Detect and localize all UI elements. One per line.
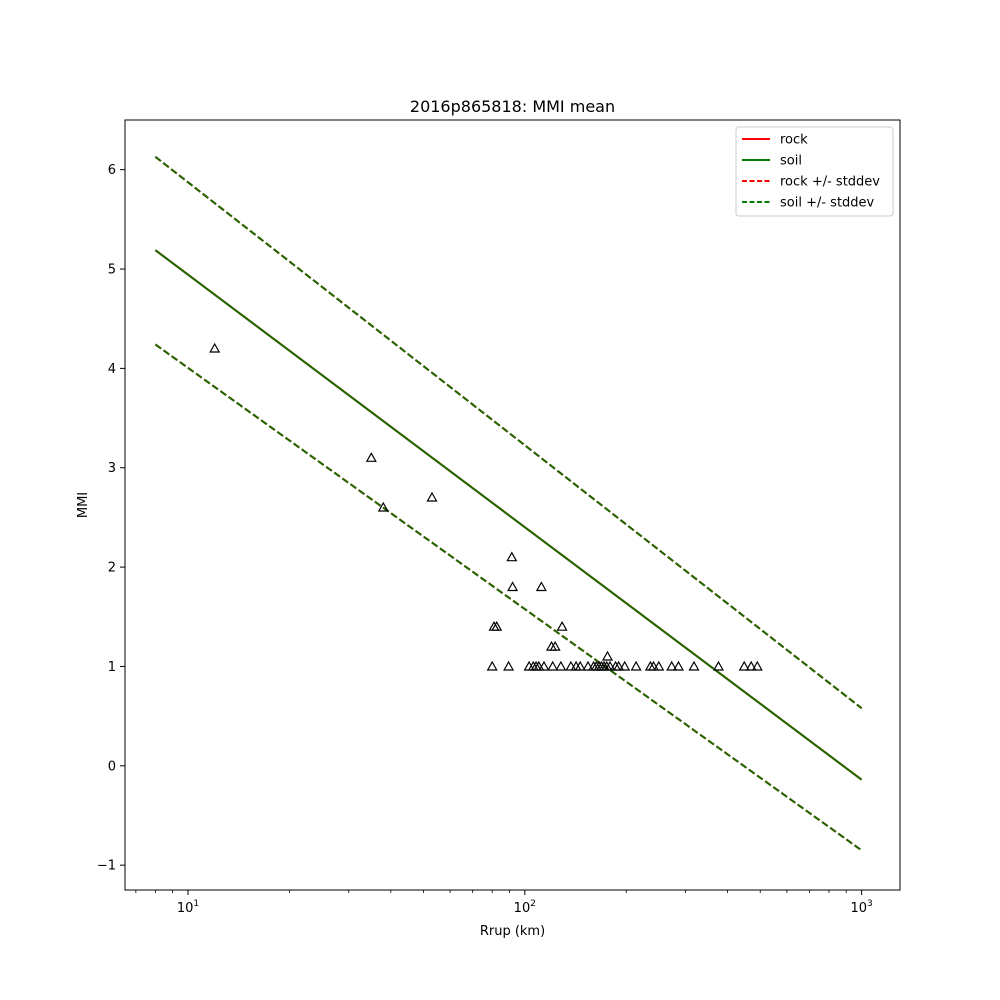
observation-point	[601, 650, 614, 661]
observation-point	[653, 660, 665, 671]
line-soil-stddev-5	[154, 343, 863, 852]
x-tick-label-exponent: 2	[530, 899, 536, 909]
observation-point	[491, 620, 503, 631]
x-tick-label-base: 10	[177, 901, 194, 916]
legend-label-rock-stddev: rock +/- stddev	[780, 175, 880, 190]
x-tick-label-base: 10	[514, 901, 531, 916]
x-tick-label: 102	[514, 899, 536, 916]
plot-area	[154, 156, 863, 852]
observation-point	[613, 660, 625, 671]
observation-point	[535, 581, 547, 592]
y-axis: −1 0 1 2 3 4 5 6	[97, 163, 125, 874]
x-tick-label: 101	[177, 899, 199, 916]
legend-label-soil: soil	[780, 154, 802, 169]
series-lines	[154, 156, 863, 852]
legend-box	[735, 126, 894, 217]
observation-point	[647, 660, 660, 671]
line-soil-stddev-4	[154, 156, 863, 709]
observation-point	[672, 660, 685, 671]
observation-point	[426, 491, 438, 502]
axes-frame	[124, 119, 901, 891]
legend-label-soil-stddev: soil +/- stddev	[780, 196, 875, 211]
observation-point	[486, 660, 498, 671]
observation-point	[507, 581, 519, 592]
x-tick-label-base: 10	[850, 901, 867, 916]
observation-point	[666, 660, 678, 671]
observation-point	[209, 342, 221, 353]
observation-markers	[209, 342, 763, 671]
observation-point	[506, 551, 518, 562]
observation-point	[547, 660, 559, 671]
observation-point	[365, 452, 377, 462]
x-tick-label: 103	[850, 899, 872, 916]
observation-point	[565, 660, 577, 671]
observation-point	[556, 620, 568, 631]
x-axis: 101 102 103	[135, 890, 873, 916]
x-axis-label: Rrup (km)	[480, 924, 545, 939]
observation-point	[549, 640, 561, 651]
observation-point	[751, 660, 763, 671]
observation-point	[712, 660, 725, 671]
y-tick-label: 3	[108, 461, 116, 476]
observation-point	[533, 660, 545, 671]
observation-point	[555, 660, 567, 671]
y-tick-label: 0	[108, 759, 116, 774]
x-tick-label-exponent: 3	[867, 899, 873, 909]
y-tick-label: 6	[108, 163, 116, 178]
y-axis-label: MMI	[76, 492, 91, 518]
observation-point	[630, 660, 642, 671]
observation-point	[377, 501, 389, 512]
legend-label-rock: rock	[780, 133, 808, 148]
x-tick-label-exponent: 1	[193, 899, 199, 909]
observation-point	[688, 660, 700, 671]
observation-point	[574, 660, 586, 671]
observation-point	[503, 660, 515, 671]
observation-point	[745, 660, 757, 671]
line-soil-1	[154, 249, 863, 781]
observation-point	[619, 660, 631, 671]
observation-point	[582, 660, 594, 671]
y-tick-label: 1	[108, 660, 116, 675]
observation-point	[604, 660, 616, 671]
y-tick-label: −1	[97, 859, 116, 874]
y-tick-label: 2	[108, 561, 116, 576]
y-tick-label: 5	[108, 263, 116, 278]
y-tick-label: 4	[108, 362, 116, 377]
chart-title: 2016p865818: MMI mean	[410, 97, 615, 116]
legend: rock soil rock +/- stddev soil +/- stddev	[735, 126, 894, 217]
observation-point	[538, 660, 550, 671]
observation-point	[738, 660, 750, 671]
